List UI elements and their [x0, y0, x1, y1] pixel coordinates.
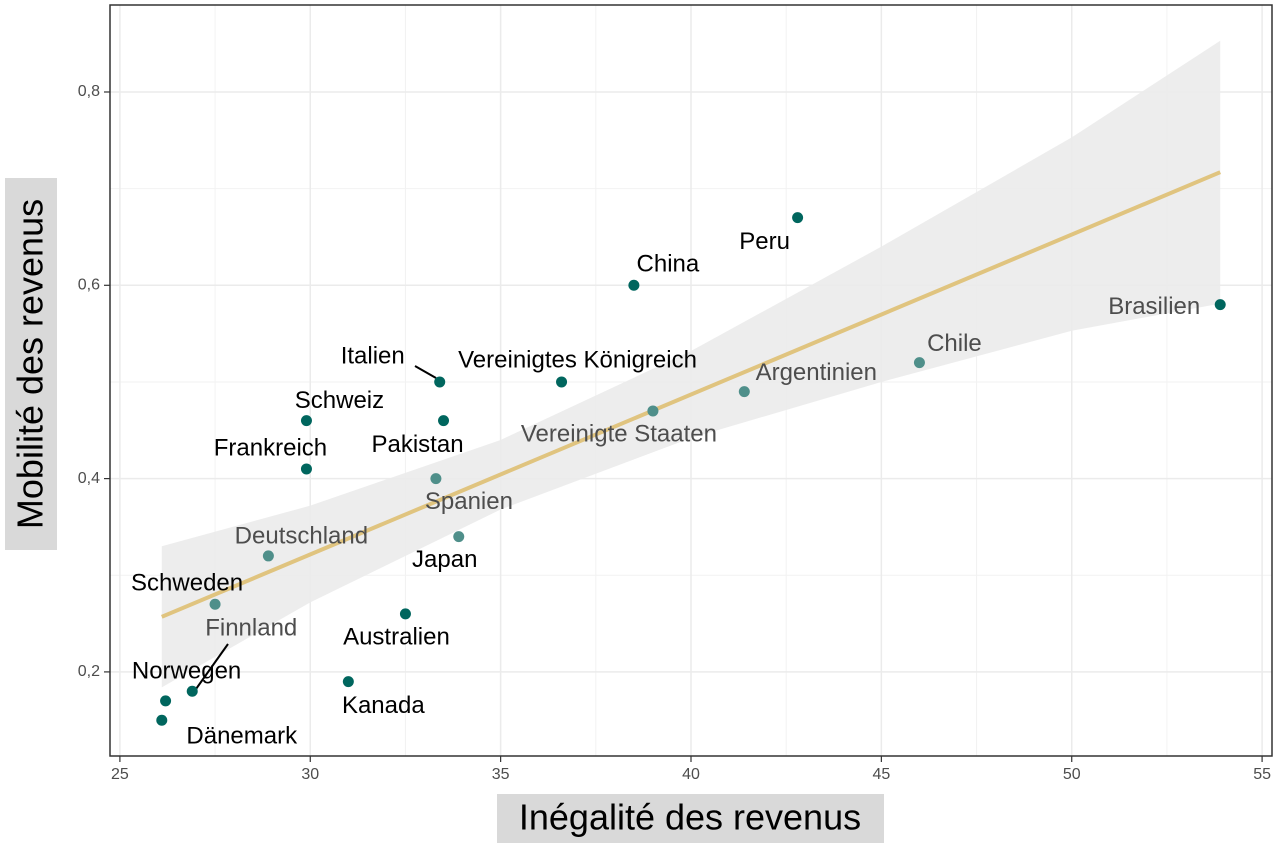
point: [1214, 299, 1226, 311]
point: [453, 531, 465, 543]
y-axis-title: Mobilité des revenus: [10, 199, 51, 529]
fit-line: [161, 170, 1221, 619]
x-tick-label: 45: [872, 766, 890, 783]
point-label: Deutschland: [235, 522, 368, 549]
point: [430, 473, 442, 485]
x-axis-title: Inégalité des revenus: [519, 797, 861, 838]
point: [647, 405, 659, 417]
point: [160, 695, 172, 707]
point-label: Brasilien: [1108, 293, 1200, 320]
x-tick-label: 25: [111, 766, 129, 783]
point: [186, 685, 198, 697]
point-label: Norwegen: [132, 657, 241, 684]
point-label: Peru: [739, 228, 790, 255]
point-label: Vereinigtes Königreich: [458, 346, 697, 373]
point-label: Finnland: [205, 615, 297, 642]
point-label: Vereinigte Staaten: [521, 420, 717, 447]
point-label: Schweden: [131, 570, 243, 597]
point: [156, 714, 168, 726]
point: [342, 676, 354, 688]
point: [913, 357, 925, 369]
point-label: China: [637, 251, 700, 278]
panel-border: [109, 4, 1273, 757]
x-title-bg: [497, 794, 884, 843]
point: [792, 212, 804, 224]
point: [300, 463, 312, 475]
point-label: Frankreich: [214, 434, 327, 461]
y-title-bg: [5, 178, 57, 550]
point-label: Japan: [412, 546, 477, 573]
point-label: Schweiz: [295, 387, 384, 414]
point: [262, 550, 274, 562]
x-tick-label: 40: [682, 766, 700, 783]
point: [300, 415, 312, 427]
y-tick-label: 0,8: [78, 83, 100, 100]
confidence-band: [161, 40, 1221, 688]
y-tick-label: 0,4: [78, 470, 100, 487]
point-label: Australien: [343, 623, 450, 650]
point-label: Spanien: [425, 488, 513, 515]
y-tick-label: 0,2: [78, 663, 100, 680]
point: [434, 376, 446, 388]
x-tick-label: 30: [301, 766, 319, 783]
point: [738, 386, 750, 398]
point: [628, 279, 640, 291]
point-label: Pakistan: [371, 431, 463, 458]
point: [209, 598, 221, 610]
x-tick-label: 55: [1253, 766, 1271, 783]
x-tick-label: 50: [1063, 766, 1081, 783]
point: [556, 376, 568, 388]
point-label: Chile: [927, 330, 982, 357]
point-label: Argentinien: [756, 359, 877, 386]
point-label: Kanada: [342, 692, 425, 719]
point-label: Dänemark: [186, 723, 298, 750]
point-label: Italien: [341, 342, 405, 369]
point: [399, 608, 411, 620]
point: [438, 415, 450, 427]
label-leader: [414, 365, 437, 379]
label-leader: [195, 643, 229, 690]
x-tick-label: 35: [492, 766, 510, 783]
y-tick-label: 0,6: [78, 277, 100, 294]
